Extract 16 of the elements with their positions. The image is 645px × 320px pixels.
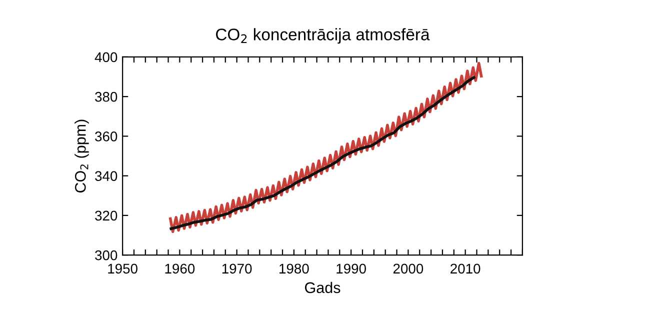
- y-tick-label: 400: [94, 52, 118, 62]
- x-tick-label: 1960: [165, 264, 195, 274]
- x-tick-label: 1970: [222, 264, 252, 274]
- y-tick-label: 300: [95, 250, 118, 260]
- x-tick-label: 2010: [450, 264, 480, 274]
- x-tick-label: 1980: [280, 264, 309, 274]
- y-tick-label: 320: [95, 210, 118, 221]
- chart-title: CO$_{2}$ koncentrācija atmosfērā: [216, 28, 430, 44]
- x-axis-title: Gads: [305, 282, 340, 294]
- x-tick-label: 2000: [393, 264, 424, 274]
- x-tick-label: 1950: [108, 264, 138, 274]
- x-tick-label: 1990: [336, 264, 366, 274]
- y-axis-title: CO$_{2}$ (ppm): [74, 120, 89, 192]
- y-tick-label: 340: [95, 171, 118, 181]
- y-tick-label: 360: [95, 132, 118, 142]
- y-tick-label: 380: [95, 92, 118, 102]
